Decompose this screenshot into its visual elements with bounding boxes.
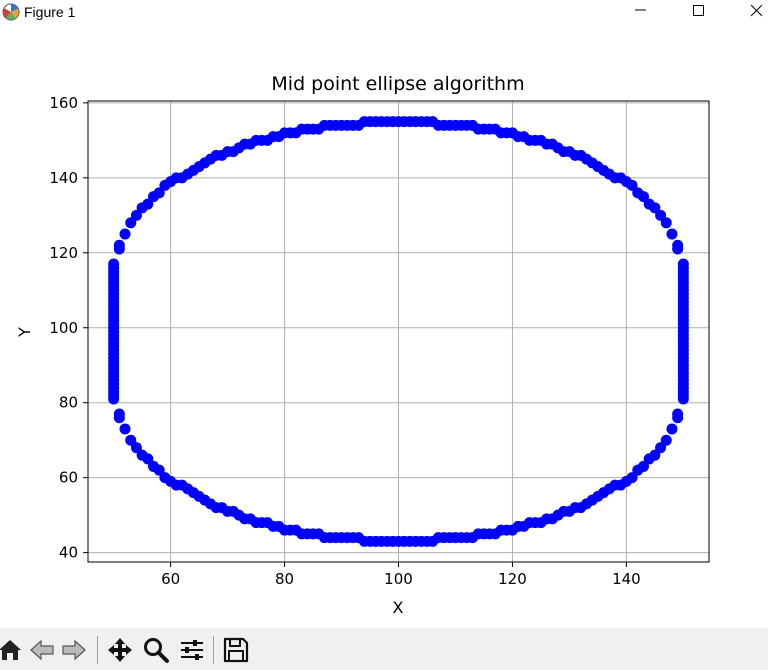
data-point — [113, 408, 125, 420]
back-button[interactable] — [28, 636, 56, 664]
save-button[interactable] — [222, 636, 250, 664]
data-point — [637, 191, 649, 203]
axis-ticks: 60 80 100 120 140 40 60 80 100 120 140 160 — [49, 94, 640, 588]
data-point — [643, 453, 655, 465]
data-point — [387, 116, 399, 128]
data-point — [108, 258, 120, 270]
y-tick-label: 60 — [59, 469, 78, 487]
toolbar-separator — [97, 636, 98, 664]
x-tick-label: 80 — [275, 570, 294, 588]
maximize-button[interactable] — [676, 0, 722, 24]
sliders-icon — [181, 640, 203, 660]
data-point — [672, 412, 684, 424]
y-tick-label: 160 — [49, 94, 78, 112]
data-point — [113, 239, 125, 251]
y-axis-label: Y — [15, 327, 34, 338]
x-axis-label: X — [393, 598, 404, 617]
matplotlib-app-icon — [2, 3, 20, 21]
data-point — [130, 442, 142, 454]
configure-subplots-button[interactable] — [178, 636, 206, 664]
forward-arrow-icon — [62, 639, 86, 661]
data-point — [660, 217, 672, 229]
data-point — [125, 217, 137, 229]
close-button[interactable] — [734, 0, 768, 24]
back-arrow-icon — [30, 639, 54, 661]
scatter-plot: 60 80 100 120 140 40 60 80 100 120 140 160 Mid poin… — [15, 73, 710, 617]
data-point — [666, 423, 678, 435]
grid-lines — [88, 101, 709, 562]
home-button[interactable] — [0, 636, 24, 664]
data-point — [130, 209, 142, 221]
zoom-button[interactable] — [142, 636, 170, 664]
data-point — [649, 202, 661, 214]
data-point — [626, 179, 638, 191]
data-point — [655, 209, 667, 221]
y-tick-label: 140 — [49, 169, 78, 187]
chart-title: Mid point ellipse algorithm — [271, 73, 524, 95]
toolbar-separator — [213, 636, 214, 664]
y-tick-label: 40 — [59, 544, 78, 562]
data-point — [666, 228, 678, 240]
data-point — [632, 464, 644, 476]
pan-button[interactable] — [106, 636, 134, 664]
y-tick-label: 100 — [49, 319, 78, 337]
navigation-toolbar — [0, 628, 768, 670]
data-point — [119, 228, 131, 240]
data-point — [153, 187, 165, 199]
x-tick-label: 100 — [384, 570, 413, 588]
y-tick-label: 120 — [49, 244, 78, 262]
figure-canvas[interactable]: 60 80 100 120 140 40 60 80 100 120 140 160 Mid poin… — [0, 28, 768, 628]
home-icon — [0, 640, 21, 660]
minimize-button[interactable] — [618, 0, 664, 24]
zoom-magnifier-icon — [144, 638, 169, 663]
pan-move-icon — [108, 638, 132, 662]
data-point — [660, 434, 672, 446]
ellipse-points — [108, 116, 689, 547]
data-point — [655, 442, 667, 454]
data-point — [119, 423, 131, 435]
x-tick-label: 60 — [161, 570, 180, 588]
data-point — [125, 434, 137, 446]
data-point — [677, 393, 689, 405]
data-point — [148, 460, 160, 472]
window-title: Figure 1 — [24, 4, 76, 20]
floppy-disk-icon — [223, 637, 249, 663]
forward-button[interactable] — [60, 636, 88, 664]
data-point — [672, 243, 684, 255]
data-point — [159, 472, 171, 484]
x-tick-label: 140 — [612, 570, 641, 588]
data-point — [142, 198, 154, 210]
x-tick-label: 120 — [498, 570, 527, 588]
data-point — [136, 449, 148, 461]
window-titlebar: Figure 1 — [0, 0, 768, 28]
y-tick-label: 80 — [59, 394, 78, 412]
